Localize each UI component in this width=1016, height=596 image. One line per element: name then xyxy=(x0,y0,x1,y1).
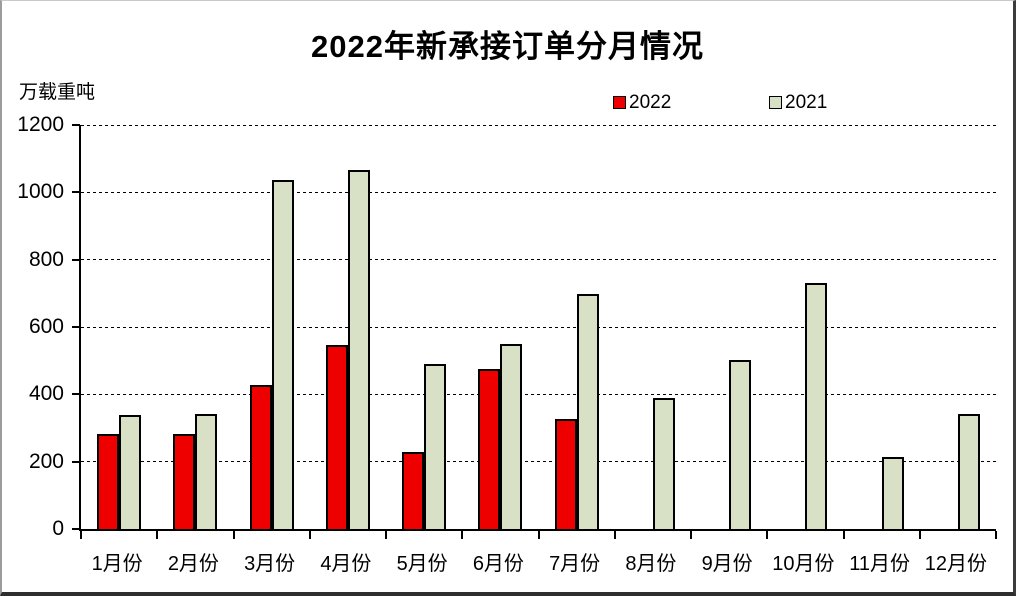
x-axis-tick xyxy=(766,531,769,539)
bar-2021 xyxy=(576,294,599,529)
y-axis-tick xyxy=(72,460,80,463)
bar-2021 xyxy=(652,398,675,529)
bar-2021 xyxy=(881,456,904,529)
legend: 2022 2021 xyxy=(2,93,1013,113)
bar-2021 xyxy=(500,343,523,529)
x-axis-tick xyxy=(156,531,159,539)
bar-2021 xyxy=(805,283,828,529)
x-axis-tick xyxy=(690,531,692,539)
x-axis-label: 2月份 xyxy=(167,553,219,575)
x-axis-label: 4月份 xyxy=(320,553,372,575)
plot-area xyxy=(72,124,997,539)
x-axis-label: 12月份 xyxy=(924,553,987,575)
legend-label: 2021 xyxy=(785,92,828,113)
x-axis-tick xyxy=(613,531,616,539)
y-axis-label: 600 xyxy=(28,315,64,338)
bar-2022 xyxy=(478,368,501,529)
bar-2021 xyxy=(119,415,142,529)
y-axis-label: 800 xyxy=(28,247,64,271)
gridline xyxy=(81,191,996,193)
y-axis-tick xyxy=(72,258,80,261)
x-axis-tick xyxy=(80,531,82,539)
x-axis-label: 10月份 xyxy=(772,553,835,575)
y-axis-label: 1200 xyxy=(17,113,64,136)
x-axis-tick xyxy=(842,531,845,539)
bar-2022 xyxy=(249,384,272,529)
x-axis-label: 5月份 xyxy=(396,553,448,575)
x-axis-label: 1月份 xyxy=(91,553,143,575)
x-axis-tick xyxy=(232,531,235,539)
legend-swatch xyxy=(613,96,626,109)
y-axis-tick xyxy=(72,124,80,126)
x-axis-tick xyxy=(995,531,997,539)
x-axis-label: 9月份 xyxy=(701,553,753,575)
bar-2022 xyxy=(325,344,348,529)
x-axis-tick xyxy=(461,531,464,539)
legend-label: 2022 xyxy=(629,92,672,113)
bar-2021 xyxy=(957,414,980,529)
bar-2021 xyxy=(347,169,370,529)
x-axis-tick xyxy=(308,531,311,539)
gridline xyxy=(81,326,996,328)
legend-swatch xyxy=(769,96,782,109)
gridline xyxy=(81,124,996,126)
legend-entry-2022: 2022 xyxy=(613,93,671,112)
bar-2021 xyxy=(195,413,218,529)
x-axis-label: 7月份 xyxy=(549,553,601,575)
x-axis-label: 3月份 xyxy=(244,553,296,575)
y-axis-tick xyxy=(72,528,80,530)
y-axis-label: 400 xyxy=(28,382,64,406)
bar-2021 xyxy=(729,359,752,529)
x-axis-tick xyxy=(537,531,540,539)
gridline xyxy=(81,393,996,395)
y-axis-label: 0 xyxy=(52,517,64,540)
y-axis-unit-label: 万载重吨 xyxy=(19,82,96,103)
x-axis-label: 11月份 xyxy=(849,553,910,575)
bar-2022 xyxy=(173,433,196,529)
y-axis-label: 1000 xyxy=(17,180,64,204)
x-axis-tick xyxy=(918,531,921,539)
chart-title: 2022年新承接订单分月情况 xyxy=(311,29,704,64)
y-axis-tick xyxy=(72,326,80,328)
gridline xyxy=(81,461,996,463)
bar-2022 xyxy=(402,451,425,529)
bar-2021 xyxy=(271,179,294,529)
gridline xyxy=(81,259,996,261)
bar-2022 xyxy=(97,434,120,529)
x-axis-tick xyxy=(385,531,387,539)
bar-2021 xyxy=(424,364,447,529)
x-axis-label: 8月份 xyxy=(625,553,677,575)
y-axis-tick xyxy=(72,393,80,396)
x-axis-label: 6月份 xyxy=(472,553,524,575)
bar-2022 xyxy=(554,418,577,529)
y-axis-label: 200 xyxy=(28,449,64,473)
y-axis-tick xyxy=(72,191,80,194)
legend-entry-2021: 2021 xyxy=(769,93,827,112)
